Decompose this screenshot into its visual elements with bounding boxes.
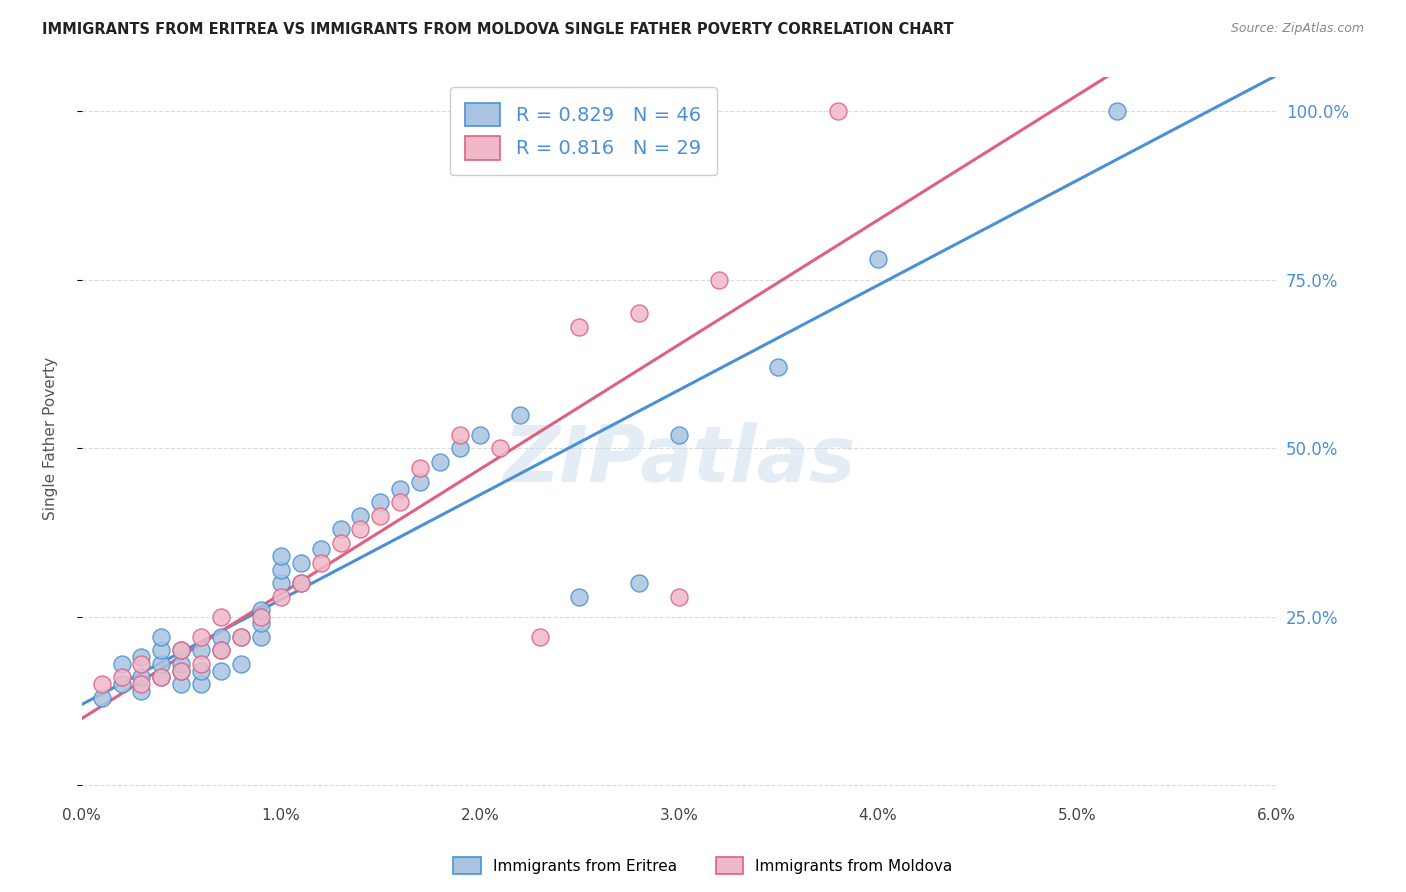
Point bbox=[349, 522, 371, 536]
Point bbox=[131, 657, 153, 671]
Point bbox=[190, 630, 212, 644]
Point bbox=[290, 576, 312, 591]
Point bbox=[290, 576, 312, 591]
Point bbox=[389, 495, 412, 509]
Point bbox=[131, 670, 153, 684]
Point bbox=[668, 590, 690, 604]
Point bbox=[90, 690, 112, 705]
Point bbox=[270, 549, 292, 563]
Point bbox=[468, 427, 491, 442]
Legend: Immigrants from Eritrea, Immigrants from Moldova: Immigrants from Eritrea, Immigrants from… bbox=[447, 851, 959, 880]
Point bbox=[509, 408, 531, 422]
Point bbox=[568, 590, 591, 604]
Point bbox=[568, 319, 591, 334]
Point bbox=[170, 677, 193, 691]
Point bbox=[250, 616, 273, 631]
Point bbox=[628, 576, 651, 591]
Point bbox=[309, 556, 332, 570]
Point bbox=[368, 508, 391, 523]
Point bbox=[190, 657, 212, 671]
Point bbox=[768, 360, 790, 375]
Point bbox=[90, 677, 112, 691]
Text: IMMIGRANTS FROM ERITREA VS IMMIGRANTS FROM MOLDOVA SINGLE FATHER POVERTY CORRELA: IMMIGRANTS FROM ERITREA VS IMMIGRANTS FR… bbox=[42, 22, 953, 37]
Point bbox=[131, 650, 153, 665]
Point bbox=[429, 455, 451, 469]
Point bbox=[110, 657, 132, 671]
Point bbox=[329, 535, 352, 549]
Point bbox=[827, 104, 849, 119]
Point bbox=[110, 670, 132, 684]
Point bbox=[529, 630, 551, 644]
Point bbox=[209, 630, 232, 644]
Point bbox=[409, 475, 432, 489]
Point bbox=[866, 252, 889, 267]
Text: Source: ZipAtlas.com: Source: ZipAtlas.com bbox=[1230, 22, 1364, 36]
Point bbox=[150, 670, 173, 684]
Point bbox=[190, 664, 212, 678]
Text: ZIPatlas: ZIPatlas bbox=[503, 422, 855, 498]
Point bbox=[170, 643, 193, 657]
Point bbox=[409, 461, 432, 475]
Point bbox=[668, 427, 690, 442]
Point bbox=[229, 630, 252, 644]
Point bbox=[628, 306, 651, 320]
Point bbox=[488, 441, 510, 455]
Point bbox=[150, 630, 173, 644]
Point bbox=[290, 556, 312, 570]
Point bbox=[209, 664, 232, 678]
Point bbox=[150, 657, 173, 671]
Point bbox=[349, 508, 371, 523]
Point bbox=[170, 657, 193, 671]
Point bbox=[209, 609, 232, 624]
Point bbox=[329, 522, 352, 536]
Point bbox=[449, 441, 471, 455]
Point bbox=[170, 643, 193, 657]
Point bbox=[190, 643, 212, 657]
Point bbox=[131, 677, 153, 691]
Point bbox=[110, 677, 132, 691]
Point bbox=[170, 664, 193, 678]
Point bbox=[190, 677, 212, 691]
Point bbox=[250, 630, 273, 644]
Point bbox=[270, 590, 292, 604]
Point bbox=[170, 664, 193, 678]
Y-axis label: Single Father Poverty: Single Father Poverty bbox=[44, 357, 58, 520]
Point bbox=[250, 609, 273, 624]
Point bbox=[309, 542, 332, 557]
Point bbox=[229, 657, 252, 671]
Point bbox=[707, 273, 730, 287]
Point bbox=[209, 643, 232, 657]
Legend: R = 0.829   N = 46, R = 0.816   N = 29: R = 0.829 N = 46, R = 0.816 N = 29 bbox=[450, 87, 717, 176]
Point bbox=[150, 643, 173, 657]
Point bbox=[449, 427, 471, 442]
Point bbox=[150, 670, 173, 684]
Point bbox=[368, 495, 391, 509]
Point bbox=[389, 482, 412, 496]
Point bbox=[250, 603, 273, 617]
Point bbox=[131, 684, 153, 698]
Point bbox=[209, 643, 232, 657]
Point bbox=[1105, 104, 1128, 119]
Point bbox=[270, 563, 292, 577]
Point bbox=[270, 576, 292, 591]
Point bbox=[229, 630, 252, 644]
